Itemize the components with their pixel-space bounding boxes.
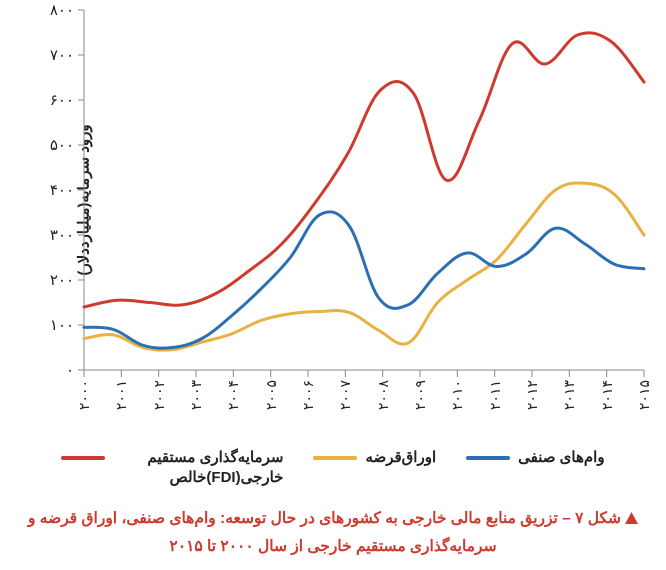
series-line xyxy=(84,212,644,348)
x-tick-label: ۲۰۰۴ xyxy=(225,380,241,410)
x-tick-label: ۲۰۰۳ xyxy=(188,380,204,410)
x-tick-label: ۲۰۰۶ xyxy=(300,380,316,410)
y-tick-label: ۳۰۰ xyxy=(34,226,74,244)
x-tick-label: ۲۰۱۵ xyxy=(636,380,652,410)
x-tick-label: ۲۰۱۰ xyxy=(449,380,465,410)
legend-label: وام‌های صنفی xyxy=(518,448,604,468)
y-tick-label: ۱۰۰ xyxy=(34,316,74,334)
y-tick-label: ۰ xyxy=(34,361,74,379)
x-tick-label: ۲۰۰۲ xyxy=(151,380,167,410)
x-tick-label: ۲۰۱۳ xyxy=(561,380,577,410)
caption-marker-icon xyxy=(625,506,638,533)
figure-caption: شکل ۷ – تزریق منابع مالی خارجی به کشورها… xyxy=(13,505,653,560)
x-tick-label: ۲۰۰۹ xyxy=(412,380,428,410)
x-tick-label: ۲۰۰۸ xyxy=(375,380,391,410)
legend-swatch xyxy=(61,456,105,460)
legend-item: اوراق‌قرضه xyxy=(313,448,436,468)
legend: سرمایه‌گذاری مستقیم خارجی(FDI)خالص اوراق‌… xyxy=(0,448,666,487)
y-tick-label: ۷۰۰ xyxy=(34,46,74,64)
x-tick-label: ۲۰۱۲ xyxy=(524,380,540,410)
legend-item: سرمایه‌گذاری مستقیم خارجی(FDI)خالص xyxy=(61,448,283,487)
y-tick-label: ۸۰۰ xyxy=(34,1,74,19)
y-tick-label: ۴۰۰ xyxy=(34,181,74,199)
legend-item: وام‌های صنفی xyxy=(466,448,604,468)
x-tick-label: ۲۰۱۴ xyxy=(599,380,615,410)
legend-swatch xyxy=(313,456,357,460)
x-tick-label: ۲۰۰۰ xyxy=(76,380,92,410)
legend-label: سرمایه‌گذاری مستقیم خارجی(FDI)خالص xyxy=(113,448,283,487)
y-tick-label: ۲۰۰ xyxy=(34,271,74,289)
y-tick-label: ۶۰۰ xyxy=(34,91,74,109)
legend-swatch xyxy=(466,456,510,460)
x-tick-label: ۲۰۰۷ xyxy=(337,380,353,410)
chart-container: ورود سرمایه(میلیارددلار) ۰۱۰۰۲۰۰۳۰۰۴۰۰۵۰… xyxy=(0,0,666,440)
caption-text: شکل ۷ – تزریق منابع مالی خارجی به کشورها… xyxy=(28,510,621,555)
y-tick-label: ۵۰۰ xyxy=(34,136,74,154)
x-tick-label: ۲۰۱۱ xyxy=(487,380,503,410)
x-tick-label: ۲۰۰۱ xyxy=(113,380,129,410)
legend-label: اوراق‌قرضه xyxy=(365,448,436,468)
x-tick-label: ۲۰۰۵ xyxy=(263,380,279,410)
line-chart xyxy=(0,0,666,440)
